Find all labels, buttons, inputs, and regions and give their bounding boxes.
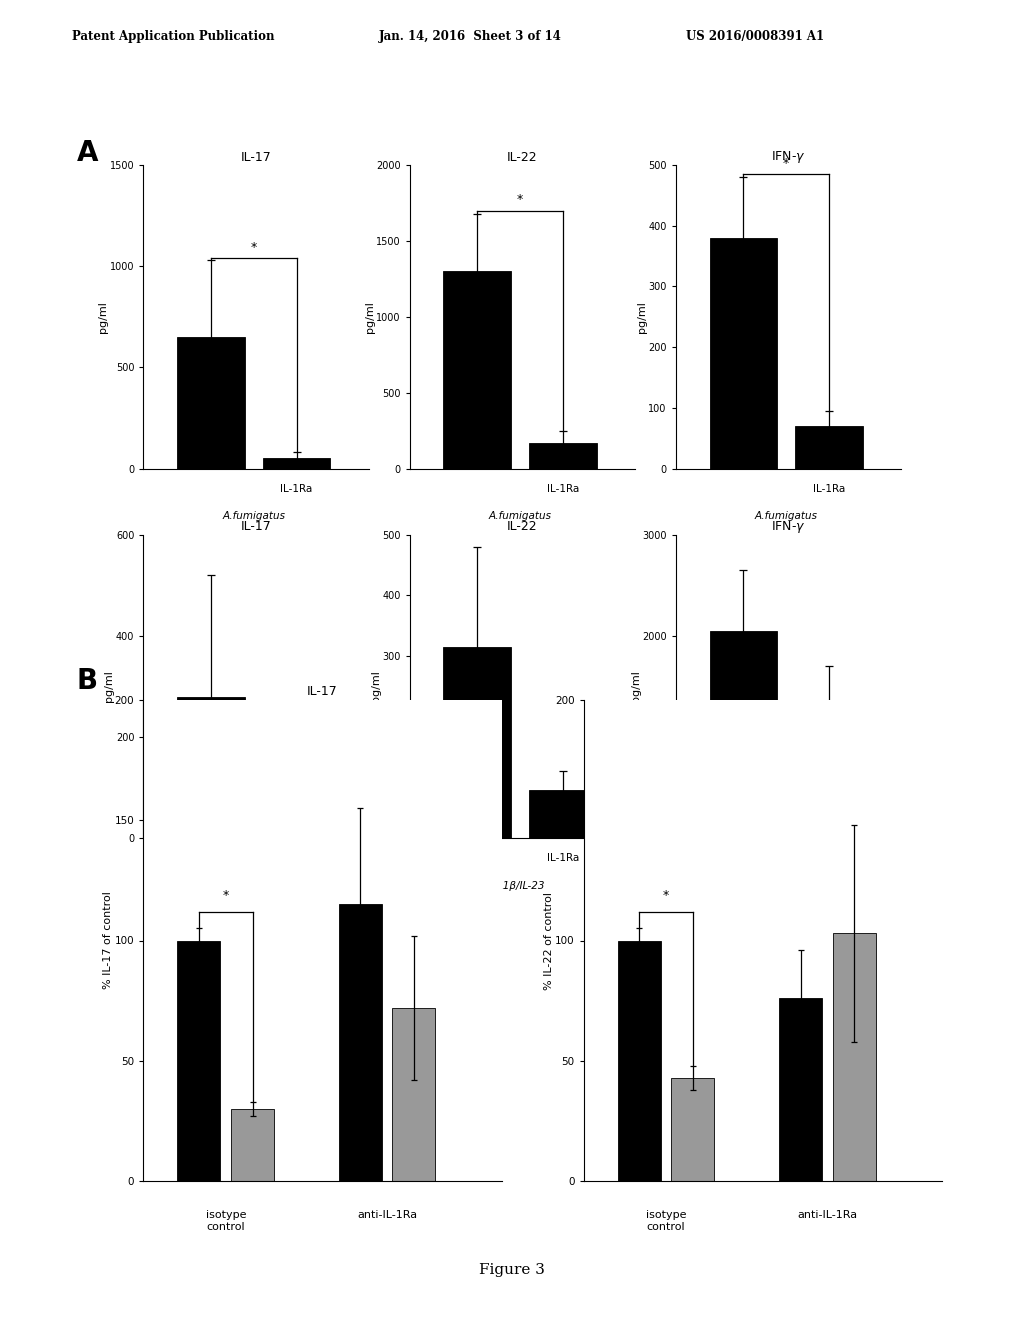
Y-axis label: % IL-17 of control: % IL-17 of control <box>103 891 114 990</box>
Text: IL-1Ra: IL-1Ra <box>547 483 579 494</box>
Bar <box>231 1109 274 1181</box>
Bar <box>443 647 511 838</box>
Text: IL12/IL-18: IL12/IL-18 <box>761 880 811 891</box>
Text: Figure 3: Figure 3 <box>479 1263 545 1276</box>
Text: anti-IL-1Ra: anti-IL-1Ra <box>357 1210 417 1220</box>
Bar <box>263 458 331 469</box>
Text: Jan. 14, 2016  Sheet 3 of 14: Jan. 14, 2016 Sheet 3 of 14 <box>379 30 562 44</box>
Text: *: * <box>251 240 257 253</box>
Bar <box>710 238 777 469</box>
Text: A.fumigatus: A.fumigatus <box>222 511 286 521</box>
Text: IL-1Ra: IL-1Ra <box>547 854 579 863</box>
Text: A.fumigatus: A.fumigatus <box>755 511 818 521</box>
Bar <box>672 1078 715 1181</box>
Bar <box>796 717 863 838</box>
Title: IL-17: IL-17 <box>241 520 271 533</box>
Bar <box>529 789 597 838</box>
Text: IL-1Ra: IL-1Ra <box>281 854 312 863</box>
Bar <box>529 442 597 469</box>
Text: isotype
control: isotype control <box>206 1210 246 1232</box>
Text: A: A <box>77 139 98 166</box>
Bar <box>617 940 660 1181</box>
Text: *: * <box>663 888 670 902</box>
Bar <box>177 697 245 838</box>
Y-axis label: pg/ml: pg/ml <box>98 301 109 333</box>
Bar <box>177 940 220 1181</box>
Title: IL-22: IL-22 <box>507 150 538 164</box>
Bar <box>443 272 511 469</box>
Bar <box>177 337 245 469</box>
Y-axis label: pg/ml: pg/ml <box>637 301 647 333</box>
Text: isotype
control: isotype control <box>646 1210 686 1232</box>
Title: IL-17: IL-17 <box>307 685 338 698</box>
Bar <box>710 631 777 838</box>
Text: IL1β/IL-23: IL1β/IL-23 <box>495 880 545 891</box>
Text: *: * <box>517 193 523 206</box>
Text: IL-1Ra: IL-1Ra <box>281 483 312 494</box>
Title: IL-22: IL-22 <box>507 520 538 533</box>
Bar <box>796 426 863 469</box>
Text: anti-IL-1Ra: anti-IL-1Ra <box>798 1210 857 1220</box>
Text: A.fumigatus: A.fumigatus <box>488 511 552 521</box>
Text: Patent Application Publication: Patent Application Publication <box>72 30 274 44</box>
Bar <box>339 904 382 1181</box>
Bar <box>392 1008 435 1181</box>
Title: IL-17: IL-17 <box>241 150 271 164</box>
Y-axis label: pg/ml: pg/ml <box>365 301 375 333</box>
Bar <box>779 998 822 1181</box>
Y-axis label: pg/ml: pg/ml <box>631 671 641 702</box>
Y-axis label: % IL-22 of control: % IL-22 of control <box>544 891 554 990</box>
Title: IL-22: IL-22 <box>748 685 778 698</box>
Text: B: B <box>77 667 98 694</box>
Y-axis label: pg/ml: pg/ml <box>371 671 381 702</box>
Text: IL-1Ra: IL-1Ra <box>813 483 845 494</box>
Bar <box>833 933 876 1181</box>
Y-axis label: pg/ml: pg/ml <box>104 671 115 702</box>
Title: IFN-$\it{\gamma}$: IFN-$\it{\gamma}$ <box>771 149 806 165</box>
Title: IFN-$\it{\gamma}$: IFN-$\it{\gamma}$ <box>771 519 806 535</box>
Text: *: * <box>222 888 229 902</box>
Text: IL-1Ra: IL-1Ra <box>813 854 845 863</box>
Text: *: * <box>783 157 790 169</box>
Text: IL1β/IL-23: IL1β/IL-23 <box>228 880 279 891</box>
Bar <box>263 818 331 838</box>
Text: US 2016/0008391 A1: US 2016/0008391 A1 <box>686 30 824 44</box>
